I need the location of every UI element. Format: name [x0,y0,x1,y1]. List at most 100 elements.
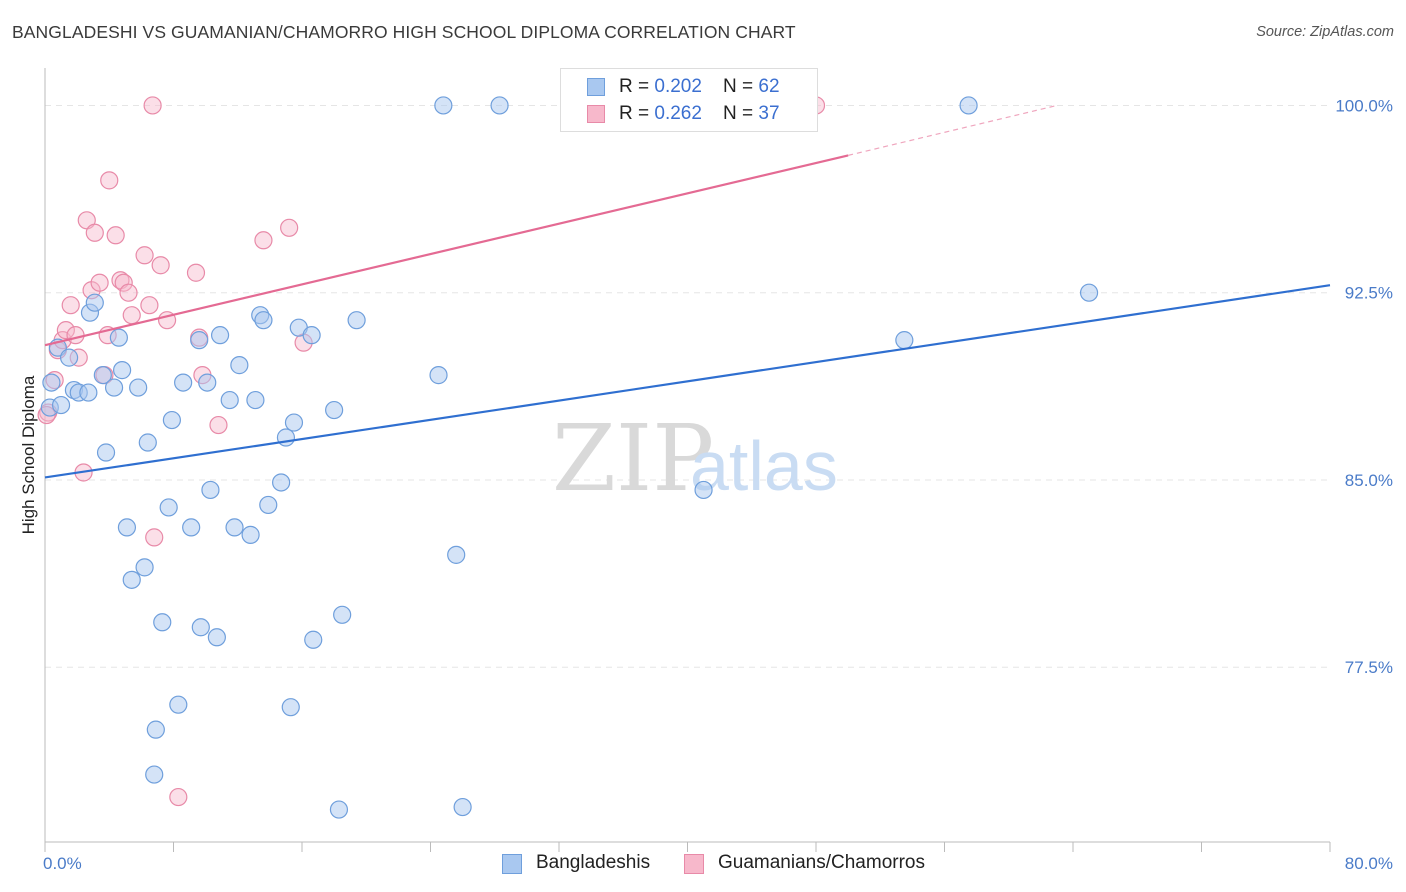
data-point-guamanian [140,296,159,315]
data-point-bangladeshi [453,797,472,817]
y-tick-label: 85.0% [1345,471,1393,490]
data-point-bangladeshi [329,800,349,819]
y-tick-label: 100.0% [1335,96,1393,115]
data-point-guamanian [122,306,141,325]
data-point-bangladeshi [254,311,273,330]
legend-n-value: 62 [758,76,780,97]
trend-line-guamanians [44,154,849,347]
legend-n-label: N = [723,76,759,97]
data-point-bangladeshi [93,366,112,385]
legend-swatch-pink [587,105,605,123]
data-point-bangladeshi [109,328,128,347]
data-point-bangladeshi [198,373,217,392]
legend-swatch-blue [587,78,605,96]
data-point-guamanian [90,273,109,292]
data-point-bangladeshi [42,373,61,392]
data-point-bangladeshi [210,326,230,345]
x-tick-label: 0.0% [43,854,82,873]
data-point-bangladeshi [281,698,300,717]
legend-n-value: 37 [758,103,780,124]
data-point-bangladeshi [447,545,466,564]
data-point-bangladeshi [241,525,260,544]
data-point-guamanian [151,256,170,275]
data-point-guamanian [106,226,125,245]
data-point-bangladeshi [135,558,154,577]
y-axis-label: High School Diploma [19,375,38,534]
source-label: Source: ZipAtlas.com [1256,24,1394,40]
data-point-bangladeshi [122,570,141,589]
data-point-bangladeshi [129,378,148,397]
data-point-bangladeshi [51,395,71,415]
data-point-guamanian [280,218,299,237]
data-point-bangladeshi [190,331,209,350]
data-point-bangladeshi [96,443,116,462]
data-point-bangladeshi [325,400,344,420]
data-point-bangladeshi [146,720,165,739]
data-point-bangladeshi [434,96,453,115]
data-point-bangladeshi [191,618,210,637]
axes [44,68,1331,852]
data-point-bangladeshi [169,695,188,714]
data-point-guamanian [119,283,138,302]
data-point-bangladeshi [304,630,323,649]
legend-swatch-blue [502,854,522,874]
data-point-bangladeshi [284,413,304,432]
data-point-guamanian [66,326,85,345]
data-point-guamanian [169,787,188,807]
data-point-guamanian [100,171,119,190]
data-point-bangladeshi [112,361,132,380]
data-point-bangladeshi [59,348,79,367]
data-point-guamanian [186,263,206,282]
data-point-bangladeshi [117,518,137,537]
data-point-guamanian [85,223,104,242]
watermark-atlas: atlas [690,427,838,505]
data-point-bangladeshi [1079,283,1099,302]
trend-lines [44,104,1331,479]
data-point-guamanian [114,273,133,292]
legend-swatch-pink [684,854,704,874]
data-point-bangladeshi [201,480,220,500]
data-point-bangladeshi [272,473,291,492]
legend-r-value: 0.262 [654,103,702,124]
chart-title: BANGLADESHI VS GUAMANIAN/CHAMORRO HIGH S… [12,22,796,42]
data-point-guamanian [61,296,80,315]
data-point-bangladeshi [207,628,226,647]
trend-line-guamanians-extension [847,104,1058,156]
watermark-zip: ZIP [552,405,714,512]
gridlines [45,104,1330,668]
data-point-bangladeshi [153,613,172,632]
data-point-bangladeshi [182,518,201,537]
data-point-bangladeshi [220,390,239,410]
data-point-guamanian [145,528,164,547]
watermark: ZIP atlas [552,405,838,512]
data-point-guamanian [135,246,154,265]
legend-n-label: N = [723,103,759,124]
legend-r-label: R = [619,76,655,97]
data-point-bangladeshi [162,410,181,430]
data-point-bangladeshi [225,518,244,537]
trend-line-bangladeshis [44,284,1331,479]
data-point-bangladeshi [959,96,978,115]
tick-labels: 77.5% 85.0% 92.5% 100.0% 0.0% 80.0% [43,96,1393,873]
data-point-bangladeshi [79,383,98,402]
data-point-bangladeshi [490,96,509,115]
data-point-bangladeshi [347,311,366,330]
y-tick-label: 92.5% [1345,284,1393,303]
legend-r-label: R = [619,103,655,124]
data-point-bangladeshi [104,378,124,397]
series-bangladeshis-points [40,96,1099,819]
data-point-guamanian [143,96,162,115]
data-point-bangladeshi [333,605,352,624]
data-point-bangladeshi [895,331,914,350]
data-point-bangladeshi [85,293,104,312]
data-point-bangladeshi [230,356,249,375]
data-point-bangladeshi [246,390,265,410]
data-point-guamanian [209,415,228,435]
data-point-guamanian [56,321,75,340]
legend-label-guamanians: Guamanians/Chamorros [718,852,925,873]
data-point-bangladeshi [138,433,157,452]
data-point-bangladeshi [259,495,278,515]
data-point-bangladeshi [159,498,178,517]
data-point-bangladeshi [694,480,713,500]
